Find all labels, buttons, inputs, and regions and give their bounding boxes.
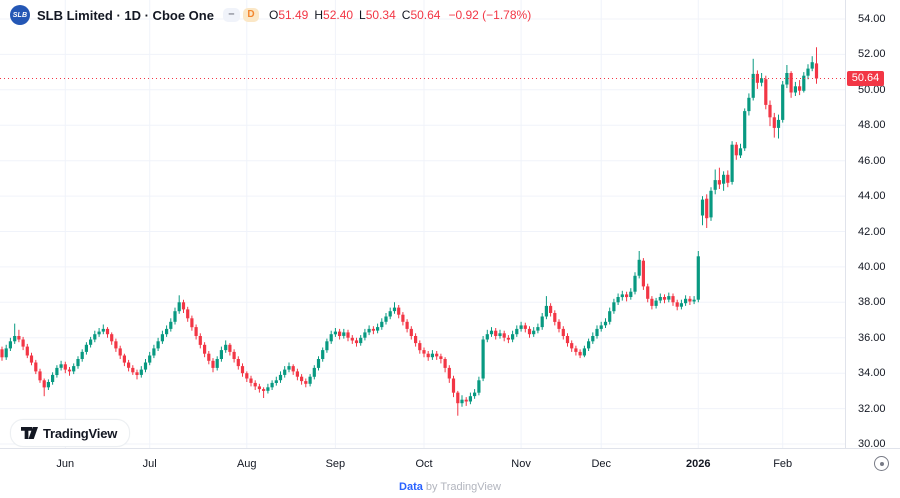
last-price-badge: 50.64 [847, 71, 884, 86]
dash-badge[interactable]: – [222, 8, 240, 22]
price-tick-label: 40.00 [858, 260, 886, 273]
price-tick-label: 42.00 [858, 225, 886, 238]
time-tick-label: Aug [236, 458, 257, 470]
footer-byline: by TradingView [422, 481, 501, 493]
price-tick-label: 54.00 [858, 13, 886, 25]
time-tick-label: Jul [142, 458, 157, 470]
go-to-realtime-icon[interactable] [874, 456, 889, 471]
tradingview-attribution[interactable]: TradingView [10, 419, 131, 447]
price-scale[interactable]: 54.00 52.00 50.00 48.00 46.00 44.00 42.00 40.00… [845, 0, 900, 450]
footer: Data by TradingView [0, 478, 900, 498]
time-tick-label: Sep [325, 458, 346, 470]
time-tick-label: Jun [56, 458, 75, 470]
data-link[interactable]: Data [399, 481, 423, 493]
price-tick-label: 52.00 [858, 48, 886, 61]
time-tick-label: Feb [773, 458, 793, 470]
price-tick-label: 38.00 [858, 296, 886, 309]
candlestick-chart[interactable] [0, 0, 845, 448]
symbol-logo: SLB [10, 5, 30, 25]
ohlc-low: L50.34 [359, 8, 396, 22]
tradingview-name: TradingView [43, 425, 118, 441]
time-tick-label: Dec [591, 458, 612, 470]
time-tick-label: Oct [415, 458, 433, 470]
time-tick-label: 2026 [686, 458, 711, 470]
change-value: −0.92 (−1.78%) [448, 8, 532, 22]
price-tick-label: 50.00 [858, 83, 886, 96]
price-tick-label: 44.00 [858, 190, 886, 203]
ohlc-high: H52.40 [314, 8, 354, 22]
price-tick-label: 48.00 [858, 119, 886, 132]
tradingview-logo-icon [21, 426, 38, 440]
interval-badge[interactable]: D [242, 8, 259, 22]
price-tick-label: 32.00 [858, 402, 886, 415]
ohlc-readout: O51.49 H52.40 L50.34 C50.64 −0.92 (−1.78… [269, 8, 531, 22]
ohlc-close: C50.64 [401, 8, 441, 22]
price-tick-label: 46.00 [858, 154, 886, 167]
legend: SLB SLB Limited · 1D · Cboe One – D O51.… [10, 5, 531, 25]
price-tick-label: 34.00 [858, 367, 886, 380]
chart-pane[interactable] [0, 0, 845, 448]
symbol-title[interactable]: SLB Limited · 1D · Cboe One [37, 7, 214, 23]
time-tick-label: Nov [511, 458, 531, 470]
time-scale[interactable]: Jun Jul Aug Sep Oct Nov Dec 2026 Feb [0, 448, 900, 479]
price-tick-label: 36.00 [858, 331, 886, 344]
price-tick-label: 30.00 [858, 438, 886, 450]
ohlc-open: O51.49 [268, 8, 309, 22]
